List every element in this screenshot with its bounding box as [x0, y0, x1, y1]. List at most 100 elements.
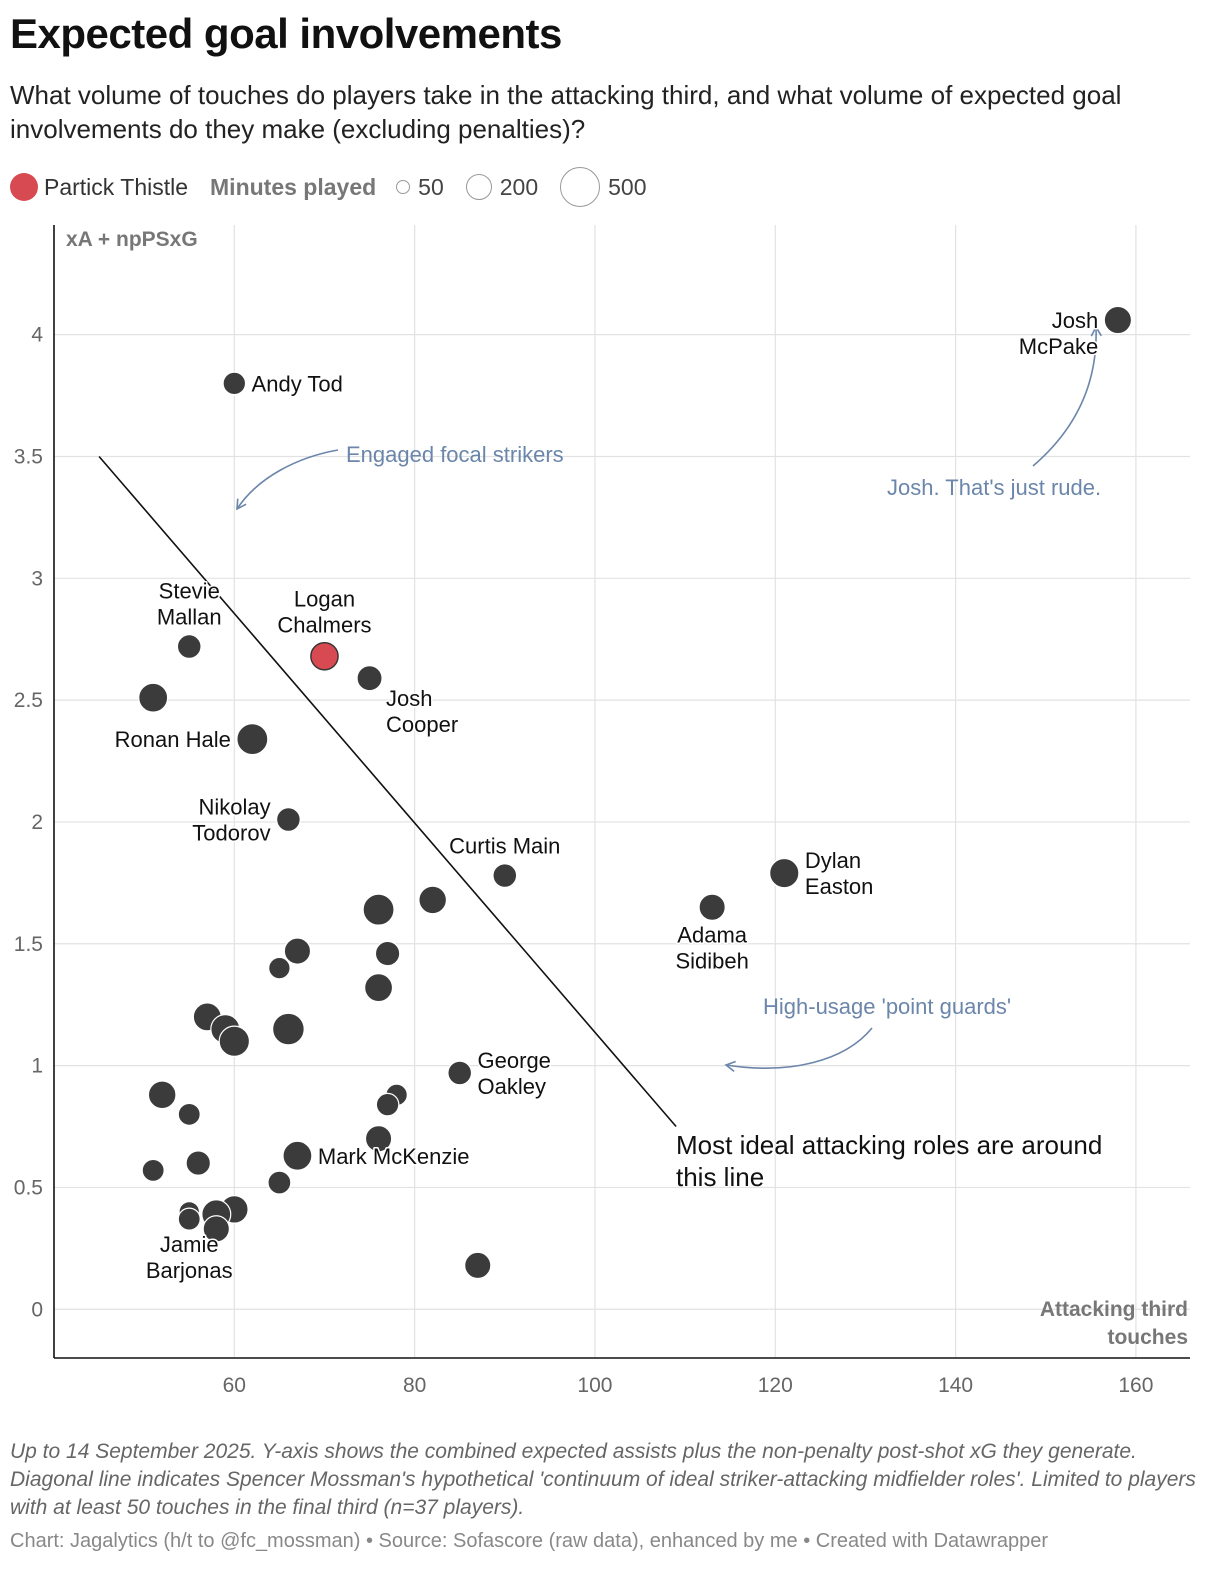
point-label-stevie-mallan-line-1: Stevie — [159, 579, 220, 604]
point-label-josh-cooper-line-1: Josh — [386, 686, 432, 711]
annotation-focal-strikers: Engaged focal strikers — [346, 442, 564, 467]
point-player-14 — [283, 937, 312, 965]
point-josh-cooper — [356, 665, 383, 692]
point-label-curtis-main-line-1: Curtis Main — [449, 834, 560, 859]
point-player-16 — [268, 956, 291, 980]
point-label-adama-sidibeh-line-1: Adama — [677, 922, 747, 947]
annotation-rude: Josh. That's just rude. — [887, 475, 1101, 500]
y-tick-label-3-5: 3.5 — [14, 445, 43, 468]
point-label-nikolay-todorov-line-2: Todorov — [192, 821, 270, 846]
point-player-37 — [464, 1251, 492, 1280]
point-label-andy-tod-line-1: Andy Tod — [252, 371, 343, 396]
point-label-stevie-mallan-line-2: Mallan — [157, 605, 222, 630]
legend-size-label-medium: 200 — [499, 173, 539, 200]
reference-line-label-line-2: this line — [676, 1162, 764, 1192]
reference-line-label-line-1: Most ideal attacking roles are around — [676, 1130, 1102, 1160]
legend-highlight-swatch — [10, 173, 38, 201]
chart-notes: Up to 14 September 2025. Y-axis shows th… — [10, 1440, 1196, 1519]
point-player-29 — [185, 1150, 212, 1176]
point-ronan-hale — [236, 723, 269, 756]
point-andy-tod — [222, 371, 247, 396]
point-label-logan-chalmers-line-1: Logan — [294, 587, 355, 612]
y-tick-label-0: 0 — [31, 1298, 43, 1321]
point-label-mark-mckenzie-line-1: Mark McKenzie — [318, 1144, 470, 1169]
point-player-15 — [374, 940, 401, 967]
point-player-25 — [375, 1092, 400, 1117]
data-points — [138, 305, 1133, 1280]
point-player-26 — [177, 1102, 201, 1126]
point-player-6 — [138, 682, 169, 713]
y-axis-title: xA + npPSxG — [66, 228, 198, 251]
point-player-13 — [362, 893, 395, 926]
point-label-adama-sidibeh-line-2: Sidibeh — [675, 948, 748, 973]
legend-size-label-small: 50 — [418, 173, 444, 200]
y-tick-label-2: 2 — [31, 811, 43, 834]
point-label-dylan-easton-line-1: Dylan — [805, 848, 861, 873]
point-logan-chalmers — [310, 641, 339, 671]
legend: Partick Thistle Minutes played 50 200 50… — [10, 167, 669, 207]
y-tick-label-2-5: 2.5 — [14, 689, 43, 712]
point-dylan-easton — [769, 857, 800, 889]
y-tick-label-1: 1 — [31, 1055, 43, 1078]
y-tick-label-1-5: 1.5 — [14, 933, 43, 956]
point-player-27 — [364, 1125, 393, 1153]
point-label-ronan-hale-line-1: Ronan Hale — [115, 727, 231, 752]
point-josh-mcpake — [1103, 305, 1133, 335]
point-player-23 — [147, 1080, 177, 1110]
point-nikolay-todorov — [275, 807, 301, 832]
point-label-dylan-easton-line-2: Easton — [805, 874, 874, 899]
axes: 60 80 100 120 140 160 0 0.5 1 1.5 2 2.5 3 3.5 4 — [14, 225, 1190, 1397]
scatter-chart: 60 80 100 120 140 160 0 0.5 1 1.5 2 2.5 3 3.5 4 xA + n… — [14, 225, 1190, 1397]
legend-size-label-large: 500 — [608, 173, 647, 200]
legend-highlight-label: Partick Thistle — [44, 173, 189, 200]
point-label-george-oakley-line-2: Oakley — [478, 1074, 546, 1099]
x-tick-label-60: 60 — [223, 1374, 246, 1397]
point-player-30 — [141, 1158, 165, 1182]
point-stevie-mallan — [176, 634, 202, 659]
chart-title: Expected goal involvements — [10, 10, 562, 57]
point-curtis-main — [492, 863, 518, 888]
point-label-nikolay-todorov-line-1: Nikolay — [198, 795, 270, 820]
point-label-josh-mcpake-line-2: McPake — [1019, 334, 1098, 359]
legend-size-circle-small — [396, 180, 411, 194]
point-label-josh-cooper-line-2: Cooper — [386, 712, 458, 737]
point-george-oakley — [447, 1060, 473, 1086]
point-label-george-oakley-line-1: George — [478, 1048, 551, 1073]
chart-subtitle: What volume of touches do players take i… — [10, 80, 1122, 144]
x-tick-label-80: 80 — [403, 1374, 426, 1397]
legend-size-circle-medium — [465, 174, 492, 200]
y-tick-label-3: 3 — [31, 567, 43, 590]
annotation-arrow-focal-strikers — [236, 449, 339, 511]
annotation-arrow-point-guards — [724, 1027, 873, 1072]
y-tick-label-4: 4 — [31, 324, 43, 347]
point-label-logan-chalmers-line-2: Chalmers — [277, 613, 371, 638]
x-tick-label-120: 120 — [758, 1374, 793, 1397]
annotation-arrow-rude — [1032, 325, 1102, 467]
point-mark-mckenzie — [282, 1140, 313, 1171]
x-axis-title-line-2: touches — [1107, 1326, 1188, 1349]
grid-lines — [54, 225, 1190, 1358]
annotation-point-guards: High-usage 'point guards' — [763, 994, 1011, 1019]
legend-size-title: Minutes played — [210, 173, 377, 200]
point-label-jamie-barjonas-line-2: Barjonas — [146, 1258, 233, 1283]
point-player-19 — [271, 1012, 305, 1046]
x-axis-title-line-1: Attacking third — [1040, 1298, 1188, 1321]
point-jamie-barjonas — [177, 1207, 201, 1231]
y-tick-label-0-5: 0.5 — [14, 1176, 43, 1199]
chart-credit: Chart: Jagalytics (h/t to @fc_mossman) •… — [10, 1530, 1049, 1552]
x-tick-label-160: 160 — [1118, 1374, 1153, 1397]
point-label-josh-mcpake-line-1: Josh — [1052, 308, 1098, 333]
point-label-jamie-barjonas-line-1: Jamie — [160, 1232, 219, 1257]
x-tick-label-100: 100 — [577, 1374, 612, 1397]
annotations: Engaged focal strikers Josh. That's just… — [236, 325, 1102, 1072]
legend-size-circle-large — [560, 167, 601, 207]
point-player-17 — [364, 973, 394, 1003]
point-player-12 — [418, 885, 448, 915]
point-adama-sidibeh — [698, 893, 726, 921]
point-player-21 — [218, 1025, 251, 1057]
ideal-roles-reference-line — [98, 455, 677, 1128]
point-player-31 — [267, 1170, 292, 1195]
point-player-35 — [202, 1215, 230, 1243]
x-tick-label-140: 140 — [938, 1374, 973, 1397]
